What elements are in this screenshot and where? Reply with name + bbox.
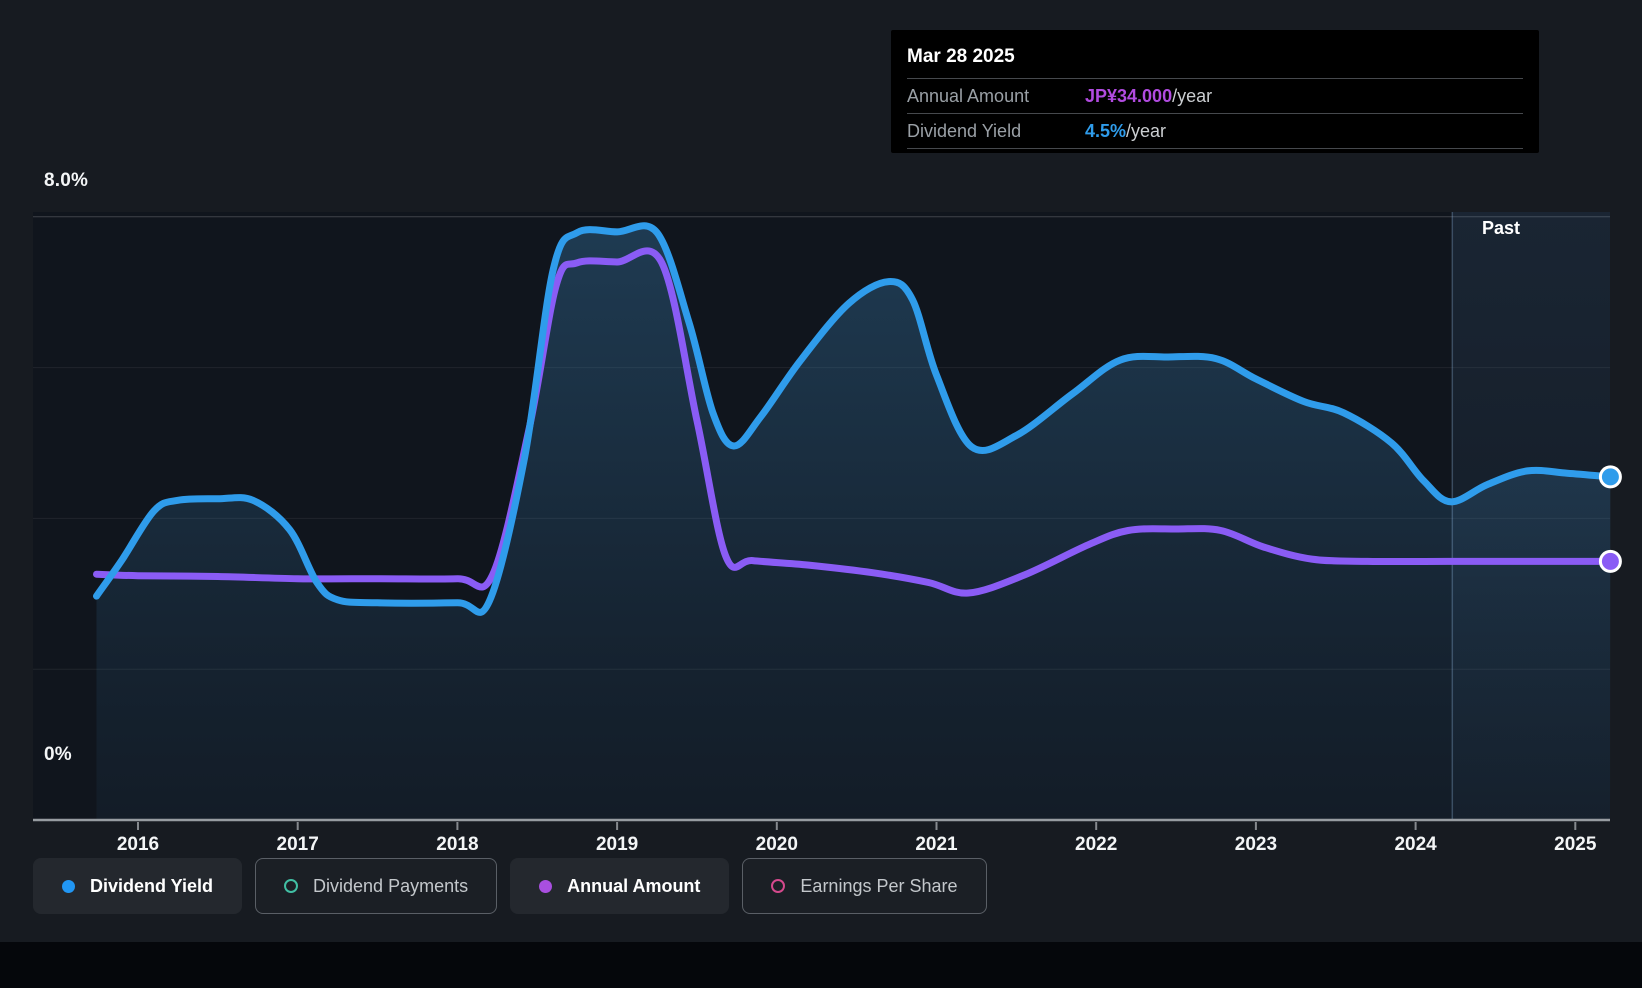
- area-fill: [96, 225, 1611, 820]
- legend-annual-amount[interactable]: Annual Amount: [510, 858, 730, 914]
- legend-label: Annual Amount: [567, 875, 701, 896]
- dividend-yield-marker-icon: [62, 879, 75, 893]
- y-axis-label-max: 8.0%: [44, 170, 89, 191]
- tooltip-row-suffix: /year: [1172, 85, 1213, 106]
- end-marker-dividend-yield: [1598, 465, 1622, 489]
- annual-amount-line: [93, 247, 1614, 597]
- legend-label: Earnings Per Share: [800, 875, 958, 896]
- legend-dividend-yield[interactable]: Dividend Yield: [33, 858, 243, 914]
- tooltip-row-label: Dividend Yield: [907, 120, 1022, 141]
- chart-legend: Dividend Yield Dividend Payments Annual Am…: [33, 858, 987, 914]
- tooltip-row-value: JP¥34.000: [1085, 85, 1173, 106]
- tooltip-row-dividend-yield: Dividend Yield 4.5%/year: [907, 113, 1523, 149]
- x-axis-label-2016: 2016: [116, 834, 160, 855]
- tooltip-date: Mar 28 2025: [907, 46, 1015, 67]
- tooltip-row-label: Annual Amount: [907, 85, 1030, 106]
- x-axis-label-2021: 2021: [915, 834, 958, 855]
- x-axis-label-2023: 2023: [1234, 834, 1278, 855]
- chart-tooltip: Mar 28 2025 Annual Amount JP¥34.000/year D…: [891, 30, 1539, 153]
- footer-bar: [0, 942, 1642, 988]
- x-axis-label-2018: 2018: [436, 834, 479, 855]
- dividend-payments-marker-icon: [284, 879, 299, 893]
- past-region: [1452, 212, 1610, 820]
- legend-dividend-payments[interactable]: Dividend Payments: [255, 858, 498, 914]
- legend-label: Dividend Yield: [90, 875, 214, 896]
- legend-label: Dividend Payments: [313, 875, 469, 896]
- legend-earnings-per-share[interactable]: Earnings Per Share: [742, 858, 987, 914]
- x-axis-label-2017: 2017: [276, 834, 319, 855]
- y-axis-label-zero: 0%: [44, 744, 72, 765]
- dividend-yield-line: [93, 222, 1614, 616]
- x-axis-label-2022: 2022: [1075, 834, 1118, 855]
- x-axis-label-2024: 2024: [1394, 834, 1437, 855]
- tooltip-rows: Annual Amount JP¥34.000/year Dividend Yiel…: [907, 78, 1523, 149]
- tooltip-row-annual-amount: Annual Amount JP¥34.000/year: [907, 78, 1523, 113]
- tooltip-row-value: 4.5%: [1085, 120, 1127, 141]
- annual-amount-marker-icon: [539, 879, 553, 893]
- tooltip-row-suffix: /year: [1126, 120, 1167, 141]
- past-label: Past: [1481, 218, 1520, 238]
- x-axis-label-2020: 2020: [755, 834, 798, 855]
- x-axis-label-2019: 2019: [595, 834, 639, 855]
- earnings-per-share-marker-icon: [771, 879, 786, 893]
- end-marker-annual-amount: [1598, 549, 1622, 573]
- x-axis-label-2025: 2025: [1554, 834, 1597, 855]
